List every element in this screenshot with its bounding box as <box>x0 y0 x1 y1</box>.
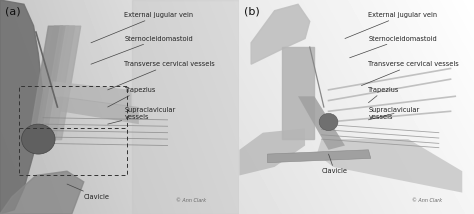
Polygon shape <box>282 47 314 139</box>
Polygon shape <box>267 150 371 163</box>
Text: Sternocleidomastoid: Sternocleidomastoid <box>350 36 437 58</box>
Text: Trapezius: Trapezius <box>368 87 400 103</box>
Text: External jugular vein: External jugular vein <box>345 12 438 39</box>
Text: Clavicle: Clavicle <box>321 154 347 174</box>
Polygon shape <box>132 0 239 214</box>
Text: Transverse cervical vessels: Transverse cervical vessels <box>361 61 459 86</box>
Text: Clavicle: Clavicle <box>67 184 110 200</box>
Text: Supraclavicular
vessels: Supraclavicular vessels <box>368 107 419 120</box>
Text: Sternocleidomastoid: Sternocleidomastoid <box>91 36 193 64</box>
Text: Transverse cervical vessels: Transverse cervical vessels <box>108 61 215 90</box>
Polygon shape <box>0 171 84 214</box>
Text: External jugular vein: External jugular vein <box>91 12 193 43</box>
Text: Supraclavicular
vessels: Supraclavicular vessels <box>108 107 176 124</box>
Text: © Ann Clark: © Ann Clark <box>176 198 207 203</box>
Text: (b): (b) <box>244 6 260 16</box>
Text: (a): (a) <box>5 6 20 16</box>
Polygon shape <box>251 4 310 64</box>
Text: Trapezius: Trapezius <box>108 87 156 107</box>
Bar <box>19 86 127 175</box>
Text: © Ann Clark: © Ann Clark <box>412 198 442 203</box>
Polygon shape <box>298 96 345 150</box>
Circle shape <box>21 124 55 154</box>
Polygon shape <box>60 96 139 124</box>
Polygon shape <box>239 128 305 175</box>
Circle shape <box>319 113 338 131</box>
Polygon shape <box>317 139 462 193</box>
Polygon shape <box>53 81 132 107</box>
Polygon shape <box>0 0 43 214</box>
